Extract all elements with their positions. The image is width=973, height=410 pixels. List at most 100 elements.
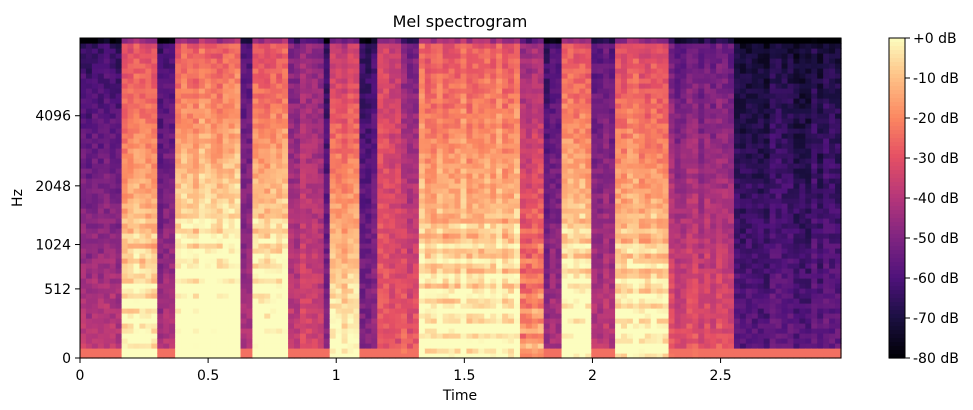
heatmap-cell — [198, 268, 206, 274]
heatmap-cell — [514, 278, 521, 284]
heatmap-cell — [204, 228, 212, 234]
heatmap-cell — [234, 123, 242, 129]
heatmap-cell — [109, 248, 117, 254]
heatmap-cell — [270, 263, 277, 269]
heatmap-cell — [127, 98, 135, 104]
heatmap-cell — [252, 308, 259, 314]
heatmap-cell — [103, 258, 111, 264]
heatmap-cell — [282, 143, 289, 149]
heatmap-cell — [85, 263, 93, 269]
heatmap-cell — [222, 68, 230, 74]
heatmap-cell — [418, 328, 426, 334]
heatmap-cell — [525, 128, 533, 134]
heatmap-cell — [519, 268, 527, 274]
heatmap-cell — [484, 253, 491, 259]
heatmap-cell — [323, 98, 331, 104]
heatmap-cell — [317, 293, 325, 299]
heatmap-cell — [85, 113, 93, 119]
heatmap-cell — [508, 333, 515, 339]
heatmap-cell — [246, 353, 254, 359]
heatmap-cell — [531, 313, 539, 319]
heatmap-cell — [91, 133, 99, 139]
heatmap-cell — [181, 333, 188, 339]
heatmap-cell — [377, 293, 384, 299]
heatmap-cell — [169, 298, 176, 304]
heatmap-cell — [460, 228, 468, 234]
heatmap-cell — [537, 138, 545, 144]
heatmap-cell — [311, 298, 319, 304]
heatmap-cell — [288, 153, 295, 159]
heatmap-cell — [341, 258, 349, 264]
heatmap-cell — [216, 108, 224, 114]
heatmap-cell — [389, 283, 396, 289]
heatmap-cell — [240, 93, 248, 99]
heatmap-cell — [383, 168, 390, 174]
heatmap-cell — [151, 343, 158, 349]
heatmap-cell — [222, 108, 230, 114]
heatmap-cell — [157, 163, 164, 169]
heatmap-cell — [80, 318, 87, 324]
heatmap-cell — [85, 228, 93, 234]
heatmap-cell — [490, 188, 497, 194]
heatmap-cell — [383, 38, 390, 44]
heatmap-cell — [216, 128, 224, 134]
heatmap-cell — [317, 218, 325, 224]
heatmap-cell — [466, 253, 473, 259]
heatmap-cell — [252, 278, 259, 284]
heatmap-cell — [377, 348, 384, 354]
heatmap-cell — [448, 238, 456, 244]
heatmap-cell — [115, 263, 123, 269]
heatmap-cell — [151, 43, 158, 49]
heatmap-cell — [103, 348, 111, 354]
heatmap-cell — [80, 193, 87, 199]
heatmap-cell — [442, 293, 450, 299]
heatmap-cell — [389, 323, 396, 329]
heatmap-cell — [472, 93, 479, 99]
heatmap-cell — [430, 328, 438, 334]
heatmap-cell — [311, 98, 319, 104]
heatmap-cell — [157, 218, 164, 224]
heatmap-cell — [406, 303, 414, 309]
heatmap-cell — [210, 293, 218, 299]
heatmap-cell — [181, 243, 188, 249]
heatmap-cell — [282, 238, 289, 244]
heatmap-cell — [383, 313, 390, 319]
heatmap-cell — [484, 58, 491, 64]
heatmap-cell — [424, 258, 432, 264]
heatmap-cell — [490, 278, 497, 284]
heatmap-cell — [264, 218, 271, 224]
heatmap-cell — [264, 83, 271, 89]
heatmap-cell — [436, 198, 444, 204]
heatmap-cell — [329, 333, 337, 339]
heatmap-cell — [121, 163, 129, 169]
heatmap-cell — [85, 298, 93, 304]
heatmap-cell — [264, 283, 271, 289]
heatmap-cell — [359, 98, 366, 104]
heatmap-cell — [299, 203, 307, 209]
heatmap-cell — [151, 253, 158, 259]
heatmap-cell — [127, 153, 135, 159]
heatmap-cell — [270, 83, 277, 89]
heatmap-cell — [365, 223, 372, 229]
heatmap-cell — [514, 338, 521, 344]
heatmap-cell — [466, 193, 473, 199]
heatmap-cell — [276, 338, 283, 344]
heatmap-cell — [294, 218, 301, 224]
heatmap-cell — [246, 178, 254, 184]
heatmap-cell — [305, 273, 313, 279]
heatmap-cell — [418, 118, 426, 124]
heatmap-cell — [299, 183, 307, 189]
heatmap-cell — [466, 118, 473, 124]
heatmap-cell — [359, 163, 366, 169]
heatmap-cell — [187, 338, 194, 344]
heatmap-cell — [121, 173, 129, 179]
heatmap-cell — [139, 123, 146, 129]
heatmap-cell — [353, 308, 361, 314]
heatmap-cell — [151, 348, 158, 354]
heatmap-cell — [127, 293, 135, 299]
heatmap-cell — [240, 353, 248, 359]
heatmap-cell — [109, 143, 117, 149]
heatmap-cell — [85, 223, 93, 229]
heatmap-cell — [353, 288, 361, 294]
heatmap-cell — [163, 98, 170, 104]
